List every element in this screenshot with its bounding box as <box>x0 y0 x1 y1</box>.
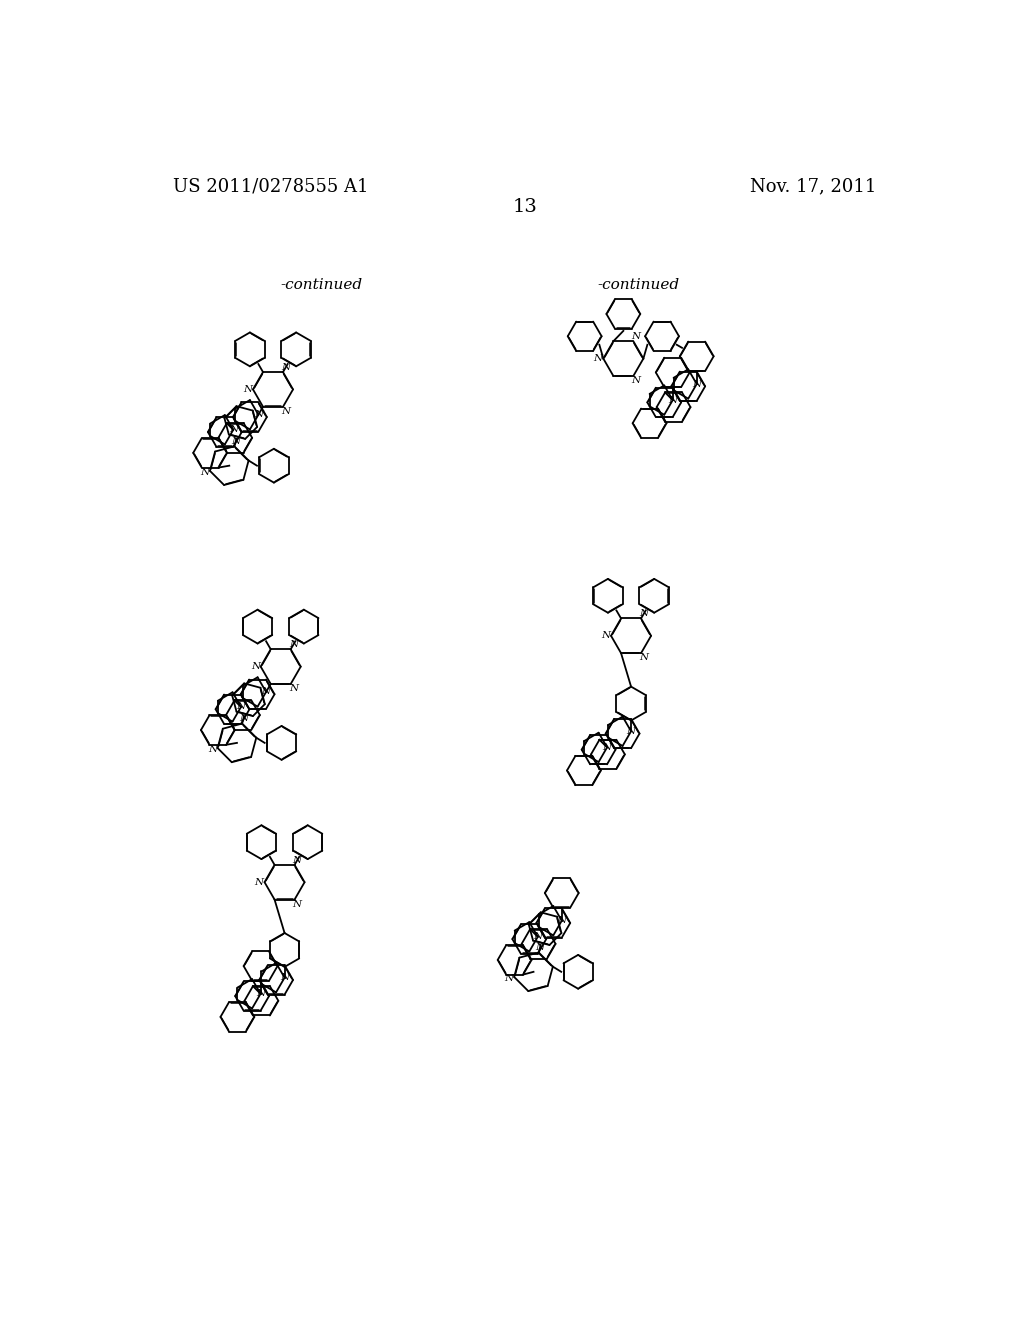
Text: N: N <box>639 653 648 663</box>
Text: N: N <box>692 380 701 388</box>
Text: N: N <box>282 407 290 416</box>
Text: 13: 13 <box>512 198 538 216</box>
Text: N: N <box>237 702 246 711</box>
Text: N: N <box>639 610 648 618</box>
Text: N: N <box>256 989 265 998</box>
Text: N: N <box>293 900 302 908</box>
Text: N: N <box>251 663 260 671</box>
Text: N: N <box>200 467 209 477</box>
Text: N: N <box>261 688 270 697</box>
Text: N: N <box>602 743 611 752</box>
Text: N: N <box>228 425 238 434</box>
Text: N: N <box>254 411 263 420</box>
Text: N: N <box>505 974 513 983</box>
Text: N: N <box>536 942 545 952</box>
Text: N: N <box>208 744 217 754</box>
Text: N: N <box>280 973 289 982</box>
Text: N: N <box>627 727 636 735</box>
Text: N: N <box>534 932 543 941</box>
Text: N: N <box>293 855 302 865</box>
Text: N: N <box>593 354 602 363</box>
Text: -continued: -continued <box>598 277 680 292</box>
Text: N: N <box>239 714 248 723</box>
Text: N: N <box>289 684 298 693</box>
Text: N: N <box>632 333 641 341</box>
Text: US 2011/0278555 A1: US 2011/0278555 A1 <box>173 178 369 195</box>
Text: N: N <box>243 385 252 393</box>
Text: N: N <box>282 363 290 372</box>
Text: -continued: -continued <box>281 277 362 292</box>
Text: Nov. 17, 2011: Nov. 17, 2011 <box>751 178 877 195</box>
Text: N: N <box>255 878 264 887</box>
Text: N: N <box>557 916 566 925</box>
Text: N: N <box>632 376 641 385</box>
Text: N: N <box>669 396 677 405</box>
Text: N: N <box>289 640 298 649</box>
Text: N: N <box>231 437 241 446</box>
Text: N: N <box>601 631 610 640</box>
